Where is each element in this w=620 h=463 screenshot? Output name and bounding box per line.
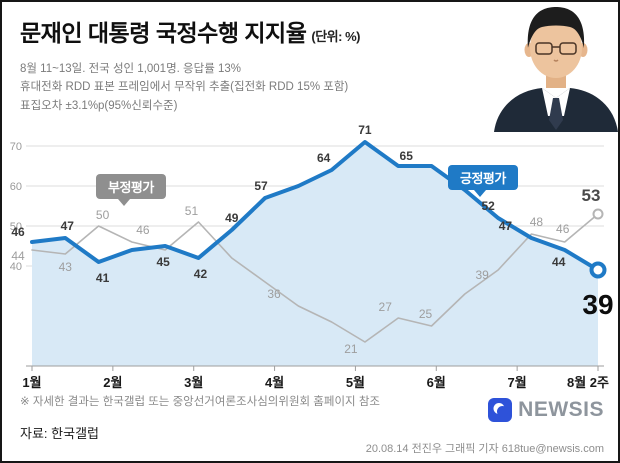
negative-point-label: 25	[419, 307, 433, 321]
positive-point-label: 57	[254, 179, 268, 193]
glasses-right	[559, 42, 577, 55]
positive-point-label: 64	[317, 151, 331, 165]
y-axis-label: 60	[10, 181, 22, 193]
tie	[549, 98, 563, 130]
x-axis-label: 7월	[508, 375, 527, 390]
positive-line	[30, 140, 600, 272]
negative-point-label: 48	[530, 215, 544, 229]
positive-point-label: 45	[156, 255, 170, 269]
positive-point-label: 52	[481, 199, 495, 213]
y-axis-label: 40	[10, 261, 22, 273]
negative-point-label: 44	[11, 249, 25, 263]
positive-point-label: 49	[225, 211, 239, 225]
positive-point-label: 47	[499, 219, 513, 233]
negative-end-marker	[592, 208, 604, 220]
title-unit: (단위: %)	[311, 29, 360, 44]
x-axis-label: 5월	[346, 375, 365, 390]
positive-area-fill	[32, 142, 598, 366]
negative-point-label: 27	[379, 300, 393, 314]
x-axis-label: 2월	[103, 375, 122, 390]
legend-positive-badge: 긍정평가	[448, 165, 518, 197]
mouth	[553, 59, 559, 62]
data-source: 자료: 한국갤럽	[20, 426, 99, 441]
survey-note-line: 8월 11~13일. 전국 성인 1,001명. 응답률 13%	[20, 63, 241, 75]
president-photo	[476, 2, 618, 132]
x-axis-label: 6월	[427, 375, 446, 390]
positive-point-label: 71	[358, 123, 372, 137]
newsis-branding: NEWSIS	[488, 398, 604, 422]
negative-end-label: 53	[582, 186, 601, 205]
hair	[527, 7, 585, 48]
glasses-left	[535, 42, 553, 55]
negative-point-label: 43	[59, 260, 73, 274]
negative-line	[31, 213, 599, 343]
survey-note-line: 휴대전화 RDD 표본 프레임에서 무작위 추출(집전화 RDD 15% 포함)	[20, 81, 349, 94]
x-axis-label: 4월	[265, 375, 284, 390]
newsis-logo-text: NEWSIS	[518, 398, 604, 421]
graphic-credit: 20.08.14 전진우 그래픽 기자 618tue@newsis.com	[365, 443, 604, 455]
title-main: 국정수행 지지율	[155, 20, 307, 46]
page-title: 문재인 대통령 국정수행 지지율 (단위: %)	[20, 14, 360, 48]
title-prefix: 문재인 대통령	[20, 20, 150, 46]
y-axis-label: 70	[10, 141, 22, 153]
negative-point-label: 39	[475, 268, 489, 282]
x-axis-label: 8월 2주	[567, 375, 609, 390]
positive-point-label: 46	[11, 225, 25, 239]
x-axis-label: 1월	[22, 375, 41, 390]
negative-point-label: 21	[344, 342, 358, 356]
positive-end-label: 39	[582, 289, 613, 320]
positive-point-label: 44	[552, 255, 566, 269]
positive-point-label: 41	[96, 271, 110, 285]
positive-point-label: 42	[194, 267, 208, 281]
survey-notes: 8월 11~13일. 전국 성인 1,001명. 응답률 13% 휴대전화 RD…	[20, 60, 348, 115]
positive-point-label: 65	[400, 149, 414, 163]
approval-trend-chart: 40 50 60 70 1월 2월 3월 4월 5월 6월 7월 8월 2주 46 47 41 45 42 49 5…	[10, 123, 614, 390]
negative-point-label: 51	[185, 204, 199, 218]
positive-point-label: 47	[61, 219, 75, 233]
legend-negative-badge: 부정평가	[96, 174, 166, 206]
positive-end-marker	[589, 261, 607, 279]
negative-point-label: 50	[96, 208, 110, 222]
face	[530, 18, 582, 78]
newsis-logo-icon	[488, 398, 513, 422]
negative-point-label: 46	[556, 222, 570, 236]
x-axis-label: 3월	[184, 375, 203, 390]
survey-note-line: 표집오차 ±3.1%p(95%신뢰수준)	[20, 99, 178, 112]
footnote: ※ 자세한 결과는 한국갤럽 또는 중앙선거여론조사심의위원회 홈페이지 참조	[20, 396, 380, 408]
negative-point-label: 46	[136, 223, 150, 237]
negative-point-label: 36	[267, 287, 281, 301]
y-axis-label: 50	[10, 221, 22, 233]
